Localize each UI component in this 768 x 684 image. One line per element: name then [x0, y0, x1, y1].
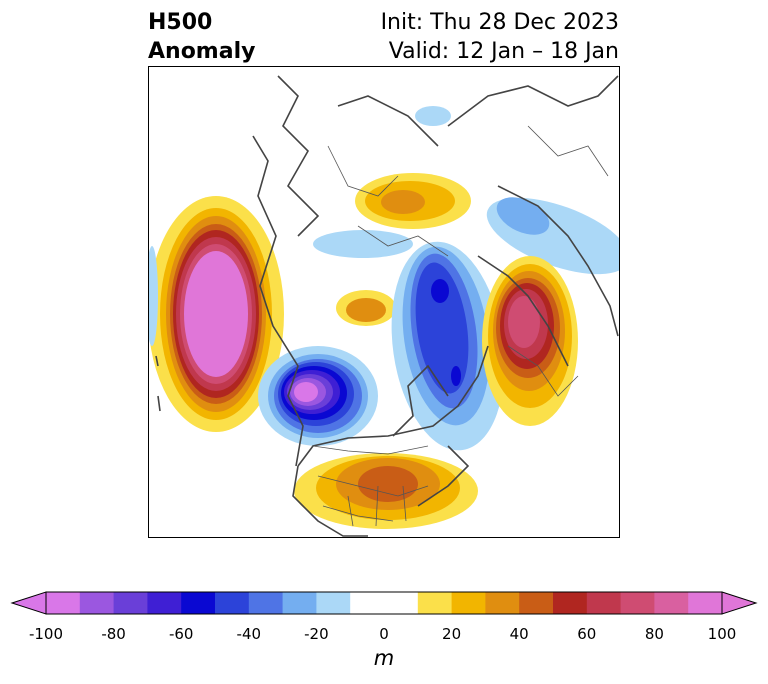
colorbar-segment	[181, 592, 216, 614]
colorbar-tick-label: 40	[509, 625, 529, 643]
colorbar-segment	[282, 592, 317, 614]
coastlines	[155, 75, 619, 537]
colorbar-segment	[688, 592, 723, 614]
anomaly-arctic-ridge	[355, 173, 471, 229]
colorbar-tick-label: 20	[442, 625, 462, 643]
colorbar	[10, 591, 758, 615]
colorbar-segment	[519, 592, 554, 614]
colorbar-segment	[113, 592, 148, 614]
colorbar-tick-label: 60	[577, 625, 597, 643]
colorbar-outline	[45, 591, 723, 615]
colorbar-extend-min	[10, 591, 47, 615]
colorbar-tick-label: -100	[28, 625, 64, 643]
colorbar-tick-label: 100	[707, 625, 737, 643]
colorbar-segment	[451, 592, 486, 614]
colorbar-tick-label: -60	[168, 625, 194, 643]
colorbar-segment	[350, 592, 385, 614]
title-field: Anomaly	[148, 39, 256, 64]
anomaly-siberia-band	[313, 106, 620, 275]
colorbar-tick-label: 80	[644, 625, 664, 643]
colorbar-segment	[215, 592, 250, 614]
colorbar-tick-label: 0	[379, 625, 389, 643]
anomaly-canada-trough	[258, 346, 378, 446]
anomaly-arctic-trough	[391, 241, 505, 451]
colorbar-segment	[654, 592, 689, 614]
map-title: H500 Anomaly	[148, 8, 255, 66]
colorbar-segment	[485, 592, 520, 614]
colorbar-segment	[384, 592, 419, 614]
colorbar-unit: m	[373, 646, 395, 670]
valid-range: Valid: 12 Jan – 18 Jan	[388, 39, 619, 64]
colorbar-segment	[79, 592, 115, 614]
colorbar-segment	[620, 592, 655, 614]
anomaly-pacific-ridge	[148, 196, 284, 432]
colorbar-segment	[586, 592, 622, 614]
colorbar-tick-label: -80	[101, 625, 126, 643]
colorbar-tick-label: -40	[236, 625, 262, 643]
title-variable: H500	[148, 10, 213, 35]
colorbar-tick-label: -20	[304, 625, 329, 643]
init-date: Init: Thu 28 Dec 2023	[380, 10, 619, 35]
colorbar-segment	[147, 592, 182, 614]
anomaly-us-ridge	[294, 453, 478, 529]
anomaly-atlantic-ridge	[482, 256, 578, 426]
map-subtitle: Init: Thu 28 Dec 2023 Valid: 12 Jan – 18…	[381, 8, 619, 66]
colorbar-segment	[553, 592, 588, 614]
colorbar-segment	[46, 592, 81, 614]
anomaly-west-edge-negative	[148, 246, 158, 346]
political-borders	[312, 125, 609, 527]
anomaly-small-ridge	[336, 290, 396, 326]
colorbar-extend-max	[721, 591, 758, 615]
anomaly-map	[148, 66, 620, 538]
colorbar-segment	[316, 592, 351, 614]
colorbar-segment	[417, 592, 453, 614]
colorbar-segment	[248, 592, 284, 614]
